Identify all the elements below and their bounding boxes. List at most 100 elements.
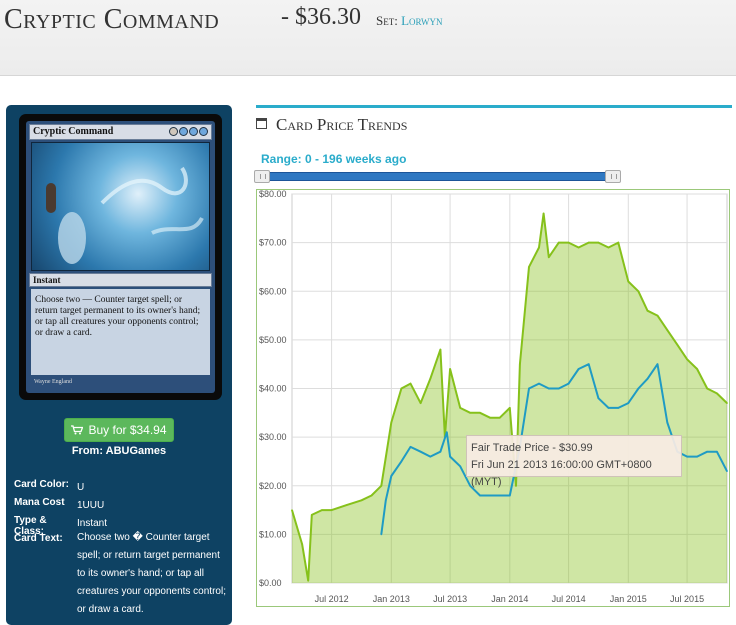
price-trends-title: Card Price Trends <box>276 115 408 134</box>
data-point <box>716 450 718 453</box>
data-point <box>439 450 442 453</box>
section-divider <box>256 105 732 108</box>
detail-label: Card Color: <box>14 479 69 490</box>
data-point <box>489 494 491 497</box>
data-point <box>706 387 708 390</box>
data-point <box>360 499 363 502</box>
data-point <box>479 412 481 414</box>
card-info-panel: Cryptic Command Instant Choose two — Cou… <box>6 105 232 625</box>
data-point <box>429 378 432 380</box>
data-point <box>370 494 373 497</box>
x-tick-label: Jul 2013 <box>433 594 467 604</box>
data-point <box>380 533 383 536</box>
data-point <box>528 266 530 268</box>
generic-mana-icon <box>169 127 178 136</box>
set-label: Set: <box>376 13 398 28</box>
data-point <box>567 382 570 385</box>
y-tick-label: $40.00 <box>259 384 287 394</box>
price-chart[interactable]: $0.00 $10.00 $20.00 $30.00 $40.00 $50.00 $60.0… <box>256 189 730 607</box>
data-point <box>400 460 403 463</box>
y-tick-label: $50.00 <box>259 335 287 345</box>
tooltip-date: Fri Jun 21 2013 16:00:00 GMT+0800 (MYT) <box>471 459 652 488</box>
data-point <box>577 246 580 249</box>
set-link[interactable]: Lorwyn <box>401 13 443 28</box>
detail-value: U <box>77 482 85 493</box>
data-point <box>637 387 640 390</box>
chart-tooltip: Fair Trade Price - $30.99 Fri Jun 21 201… <box>466 435 682 488</box>
y-tick-label: $60.00 <box>259 286 287 296</box>
detail-label: Type & Class: <box>14 515 47 537</box>
data-point <box>509 407 511 409</box>
buy-button-label: Buy for $34.94 <box>88 423 167 437</box>
data-point <box>607 407 610 409</box>
data-point <box>558 241 560 244</box>
data-point <box>345 504 347 507</box>
data-point <box>548 387 550 390</box>
data-point <box>716 392 718 395</box>
cart-icon <box>71 425 84 435</box>
card-price: - $36.30 <box>281 4 361 30</box>
data-point <box>617 241 620 244</box>
data-point <box>577 368 580 370</box>
data-point <box>385 499 387 502</box>
data-point <box>459 407 461 409</box>
card-image-name-bar: Cryptic Command <box>29 124 212 140</box>
slider-handle-icon[interactable] <box>605 170 621 183</box>
data-point <box>646 309 649 312</box>
y-tick-label: $80.00 <box>259 190 287 199</box>
y-tick-label: $70.00 <box>259 238 287 248</box>
data-point <box>627 280 630 283</box>
range-slider[interactable] <box>256 172 620 181</box>
range-label: Range: 0 - 196 weeks ago <box>261 152 407 166</box>
x-tick-label: Jan 2015 <box>610 594 647 604</box>
data-point <box>686 455 688 458</box>
card-image-name: Cryptic Command <box>33 126 114 137</box>
data-point <box>409 382 412 385</box>
data-point <box>696 455 698 458</box>
data-point <box>499 494 501 497</box>
data-point <box>617 407 620 409</box>
data-point <box>666 329 669 331</box>
data-point <box>489 416 491 419</box>
data-point <box>419 450 422 453</box>
data-point <box>390 421 393 424</box>
y-tick-label: $10.00 <box>259 529 287 539</box>
detail-label: Mana Cost <box>14 497 65 508</box>
slider-handle-icon[interactable] <box>254 170 270 183</box>
y-tick-label: $0.00 <box>259 578 282 588</box>
data-point <box>548 256 550 258</box>
data-point <box>479 494 481 497</box>
x-tick-label: Jul 2014 <box>552 594 586 604</box>
data-point <box>528 387 530 390</box>
data-point <box>726 470 728 473</box>
page-header: Cryptic Command - $36.30 Set: Lorwyn <box>0 0 736 76</box>
data-point <box>696 368 698 370</box>
data-point <box>459 465 461 468</box>
data-point <box>538 246 540 249</box>
data-point <box>607 246 610 249</box>
card-image-artist: Wayne England <box>34 379 73 385</box>
x-tick-label: Jan 2013 <box>373 594 410 604</box>
card-title: Cryptic Command <box>4 4 220 35</box>
data-point <box>597 397 600 399</box>
data-point <box>587 363 590 365</box>
data-point <box>311 514 313 516</box>
data-point <box>380 485 383 487</box>
data-point <box>330 509 333 511</box>
data-point <box>429 455 432 458</box>
data-point <box>542 212 545 215</box>
data-point <box>666 421 669 424</box>
data-point <box>449 368 451 370</box>
calendar-icon <box>256 118 267 129</box>
set-info: Set: Lorwyn <box>376 13 443 29</box>
data-point <box>538 382 540 385</box>
data-point <box>469 412 471 414</box>
series-area-fill <box>292 213 727 583</box>
data-point <box>558 387 560 390</box>
data-point <box>706 450 708 453</box>
data-point <box>509 494 511 497</box>
detail-label: Card Text: <box>14 533 63 544</box>
x-tick-label: Jul 2015 <box>670 594 704 604</box>
buy-button[interactable]: Buy for $34.94 <box>64 418 174 442</box>
data-point <box>637 290 640 293</box>
